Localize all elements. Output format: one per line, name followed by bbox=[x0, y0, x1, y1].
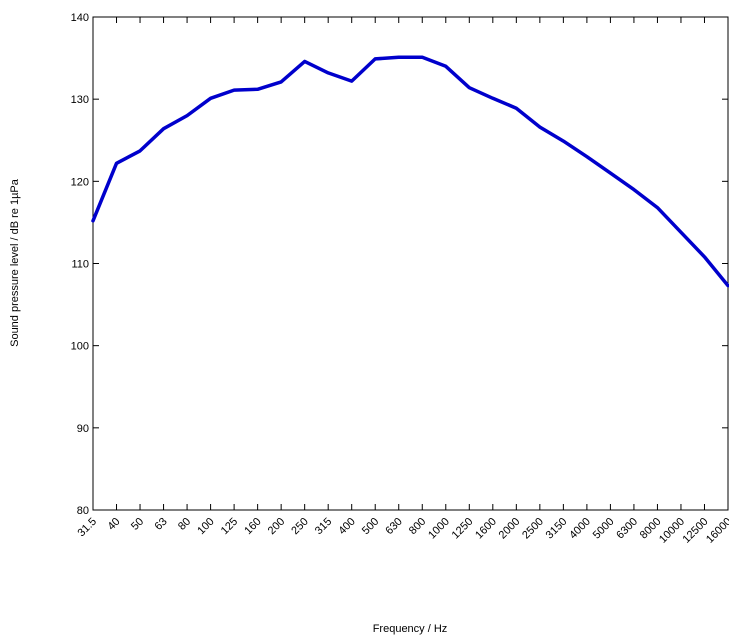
y-tick-label: 140 bbox=[71, 12, 89, 24]
y-tick-label: 90 bbox=[77, 423, 89, 435]
x-tick-label: 50 bbox=[129, 516, 146, 533]
x-tick-label: 400 bbox=[336, 516, 357, 537]
plot-area bbox=[92, 16, 729, 511]
x-tick-label: 80 bbox=[176, 516, 193, 533]
x-tick-label: 31.5 bbox=[75, 516, 99, 540]
x-tick-label: 630 bbox=[383, 516, 404, 537]
x-tick-label: 2000 bbox=[497, 516, 523, 542]
y-tick-label: 100 bbox=[71, 341, 89, 353]
x-tick-label: 250 bbox=[289, 516, 310, 537]
x-tick-label: 1600 bbox=[473, 516, 499, 542]
y-tick-label: 120 bbox=[71, 176, 89, 188]
x-tick-label: 4000 bbox=[567, 516, 593, 542]
x-tick-label: 5000 bbox=[591, 516, 617, 542]
x-tick-label: 10000 bbox=[657, 516, 687, 546]
x-tick-label: 160 bbox=[242, 516, 263, 537]
x-tick-label: 63 bbox=[153, 516, 170, 533]
x-tick-label: 100 bbox=[195, 516, 216, 537]
x-tick-label: 2500 bbox=[520, 516, 546, 542]
x-tick-label: 315 bbox=[313, 516, 334, 537]
x-tick-label: 800 bbox=[407, 516, 428, 537]
x-tick-label: 3150 bbox=[544, 516, 570, 542]
series-line bbox=[91, 55, 729, 288]
y-tick-label: 110 bbox=[71, 259, 89, 271]
x-tick-label: 200 bbox=[266, 516, 287, 537]
x-axis-label: Frequency / Hz bbox=[373, 623, 448, 635]
x-tick-label: 500 bbox=[360, 516, 381, 537]
x-tick-label: 6300 bbox=[614, 516, 640, 542]
x-tick-label: 40 bbox=[105, 516, 122, 533]
y-axis: 80 90 100 110 120 130 140 bbox=[71, 12, 728, 517]
x-tick-label: 1250 bbox=[450, 516, 476, 542]
x-tick-label: 125 bbox=[219, 516, 240, 537]
y-tick-label: 130 bbox=[71, 94, 89, 106]
y-axis-label: Sound pressure level / dB re 1µPa bbox=[9, 178, 21, 347]
y-tick-label: 80 bbox=[77, 505, 89, 517]
x-tick-label: 12500 bbox=[680, 516, 710, 546]
x-tick-label: 16000 bbox=[704, 516, 729, 546]
x-tick-label: 1000 bbox=[426, 516, 452, 542]
